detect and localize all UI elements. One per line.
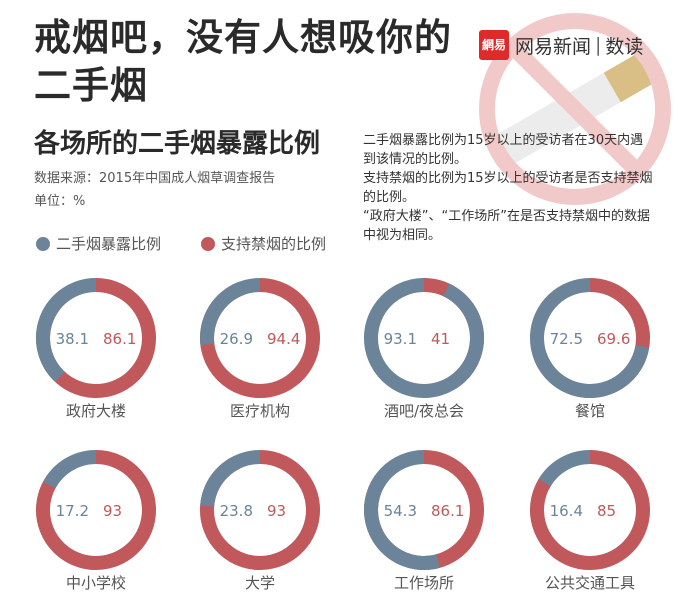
legend-swatch-exposure [36, 236, 50, 251]
page-title: 戒烟吧，没有人想吸你的二手烟 [34, 16, 452, 107]
place-label: 餐馆 [575, 402, 605, 420]
support-arc [35, 450, 156, 570]
cigarette-body [491, 72, 621, 168]
note-workplace: “政府大楼”、“工作场所”在是否支持禁烟中的数据中视为相同。 [363, 209, 650, 243]
support-value-label: 86.1 [103, 330, 136, 348]
support-value-label: 85 [597, 502, 616, 520]
donut-3: 72.5 69.6 餐馆 [530, 278, 650, 420]
exposure-arc [364, 278, 484, 398]
support-value-label: 69.6 [597, 330, 630, 348]
place-label: 公共交通工具 [545, 574, 635, 592]
no-smoking-icon [479, 13, 671, 205]
note-support: 支持禁烟的比例为15岁以上的受访者是否支持禁烟的比例。 [363, 171, 653, 205]
exposure-value-label: 93.1 [384, 330, 417, 348]
exposure-arc [538, 450, 591, 487]
support-value-label: 93 [103, 502, 122, 520]
place-label: 医疗机构 [230, 402, 290, 420]
exposure-arc [43, 450, 97, 489]
prohibition-ring [479, 13, 671, 205]
exposure-value-label: 23.8 [220, 502, 253, 520]
legend-item-exposure: 二手烟暴露比例 [36, 233, 161, 254]
exposure-arc [36, 278, 97, 382]
exposure-arc [200, 278, 261, 346]
legend-label-exposure: 二手烟暴露比例 [56, 235, 162, 253]
data-source: 数据来源：2015年中国成人烟草调查报告 [34, 171, 276, 186]
place-label: 酒吧/夜总会 [384, 402, 464, 420]
legend-label-support: 支持禁烟的比例 [221, 235, 327, 253]
donut-5: 23.8 93 大学 [199, 450, 320, 592]
support-value-label: 41 [431, 330, 450, 348]
exposure-value-label: 26.9 [220, 330, 253, 348]
brand-separator: | [595, 34, 602, 56]
place-label: 大学 [245, 574, 275, 592]
donut-7: 16.4 85 公共交通工具 [530, 450, 650, 592]
support-arc [530, 450, 650, 570]
support-value-label: 86.1 [431, 502, 464, 520]
exposure-value-label: 72.5 [550, 330, 583, 348]
unit-label: 单位：% [34, 194, 86, 209]
legend-item-support: 支持禁烟的比例 [201, 233, 326, 254]
donut-2: 93.1 41 酒吧/夜总会 [364, 278, 484, 420]
donut-6: 54.3 86.1 工作场所 [364, 450, 484, 592]
exposure-value-label: 54.3 [384, 502, 417, 520]
brand-section: 数读 [605, 35, 644, 58]
donut-0: 38.1 86.1 政府大楼 [36, 278, 156, 420]
exposure-arc [364, 450, 441, 570]
exposure-value-label: 16.4 [550, 502, 583, 520]
brand[interactable]: 網易 网易新闻 | 数读 [479, 30, 643, 60]
place-label: 工作场所 [394, 574, 454, 592]
exposure-value-label: 17.2 [56, 502, 89, 520]
support-value-label: 94.4 [267, 330, 300, 348]
chart-title: 各场所的二手烟暴露比例 [34, 129, 321, 159]
legend: 二手烟暴露比例 支持禁烟的比例 [36, 233, 366, 254]
donut-4: 17.2 93 中小学校 [35, 450, 156, 592]
support-value-label: 93 [267, 502, 286, 520]
note-exposure: 二手烟暴露比例为15岁以上的受访者在30天内遇到该情况的比例。 [363, 133, 644, 167]
exposure-value-label: 38.1 [56, 330, 89, 348]
prohibition-slash [507, 41, 643, 177]
brand-name: 网易新闻 [515, 35, 592, 58]
donut-1: 26.9 94.4 医疗机构 [200, 278, 320, 420]
exposure-arc [530, 278, 650, 398]
notes: 二手烟暴露比例为15岁以上的受访者在30天内遇到该情况的比例。 支持禁烟的比例为… [363, 131, 655, 245]
place-label: 中小学校 [66, 574, 126, 592]
exposure-arc [200, 450, 261, 507]
legend-swatch-support [201, 236, 216, 251]
place-label: 政府大楼 [66, 402, 126, 420]
netease-logo-icon: 網易 [479, 30, 509, 60]
